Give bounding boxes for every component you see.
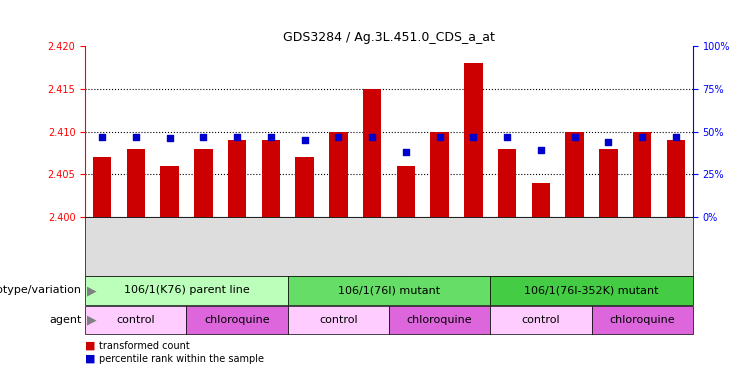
Text: percentile rank within the sample: percentile rank within the sample [99, 354, 264, 364]
Bar [531, 183, 551, 217]
Point [637, 134, 648, 140]
Point [670, 134, 682, 140]
Point [164, 135, 176, 141]
Text: ■: ■ [85, 341, 96, 351]
Text: ■: ■ [85, 354, 96, 364]
Bar [194, 149, 213, 217]
Point [501, 134, 513, 140]
Bar [363, 89, 382, 217]
Point [130, 134, 142, 140]
Point [433, 134, 445, 140]
Bar [431, 131, 449, 217]
Text: transformed count: transformed count [99, 341, 189, 351]
Bar [127, 149, 145, 217]
Point [231, 134, 243, 140]
Text: agent: agent [49, 315, 82, 325]
Text: 106/1(K76) parent line: 106/1(K76) parent line [124, 285, 250, 296]
Text: control: control [319, 315, 358, 325]
Bar [296, 157, 314, 217]
Text: ▶: ▶ [87, 314, 96, 326]
Point [96, 134, 108, 140]
Bar [227, 140, 247, 217]
Text: ▶: ▶ [87, 284, 96, 297]
Point [299, 137, 310, 143]
Bar [93, 157, 111, 217]
Text: control: control [522, 315, 560, 325]
Point [400, 149, 412, 155]
Text: chloroquine: chloroquine [205, 315, 270, 325]
Point [535, 147, 547, 153]
Text: genotype/variation: genotype/variation [0, 285, 82, 296]
Point [366, 134, 378, 140]
Point [569, 134, 581, 140]
Point [602, 139, 614, 145]
Point [333, 134, 345, 140]
Bar [329, 131, 348, 217]
Text: control: control [116, 315, 155, 325]
Text: chloroquine: chloroquine [609, 315, 675, 325]
Point [265, 134, 277, 140]
Bar [498, 149, 516, 217]
Point [197, 134, 209, 140]
Bar [599, 149, 618, 217]
Title: GDS3284 / Ag.3L.451.0_CDS_a_at: GDS3284 / Ag.3L.451.0_CDS_a_at [283, 30, 495, 43]
Bar [565, 131, 584, 217]
Bar [396, 166, 415, 217]
Point [468, 134, 479, 140]
Bar [667, 140, 685, 217]
Bar [160, 166, 179, 217]
Text: 106/1(76I-352K) mutant: 106/1(76I-352K) mutant [525, 285, 659, 296]
Bar [633, 131, 651, 217]
Bar [262, 140, 280, 217]
Text: 106/1(76I) mutant: 106/1(76I) mutant [338, 285, 440, 296]
Bar [464, 63, 482, 217]
Text: chloroquine: chloroquine [407, 315, 473, 325]
